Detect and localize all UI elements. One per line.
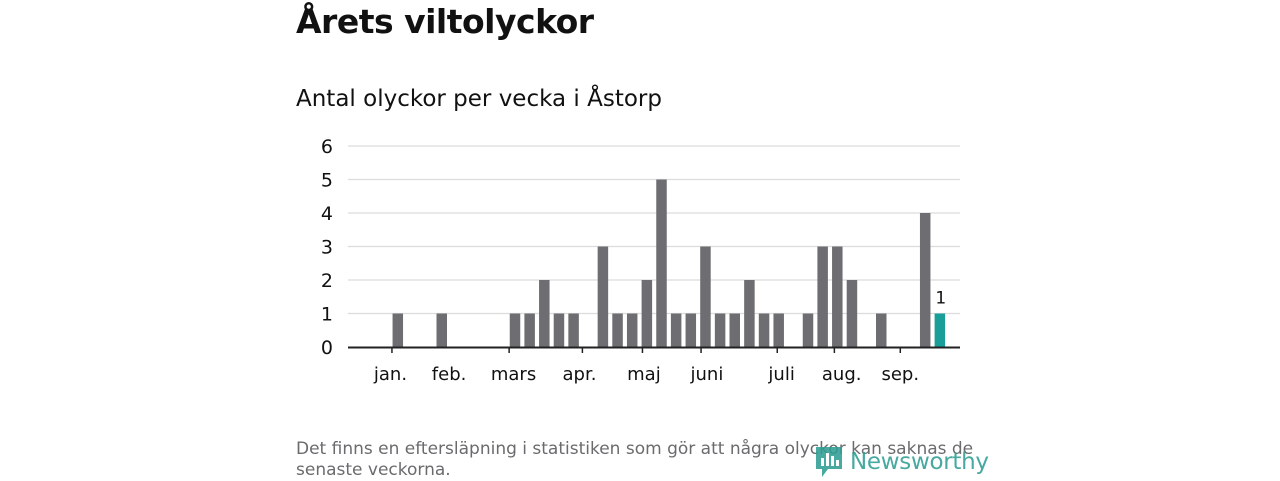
bar [802,313,814,347]
data-label: 1 [935,289,946,309]
bar [392,313,404,347]
bar [524,313,535,347]
bar-highlight [934,313,946,347]
bar [597,246,609,347]
bar [641,280,653,347]
y-tick-label: 3 [321,237,333,259]
bar [509,313,521,347]
bar [714,313,726,347]
bar [846,280,858,347]
newsworthy-logo-icon [816,447,842,477]
bar [553,313,565,347]
bar [729,313,740,347]
bar [817,246,828,347]
bar [758,313,770,347]
x-tick-label: feb. [432,364,467,385]
y-tick-label: 6 [321,136,333,158]
bar-chart: 0 1 2 3 4 5 6 1 jan. feb. mars apr. maj juni juli aug. s… [321,136,960,385]
bar [436,313,447,347]
x-tick-label: jan. [373,364,407,385]
footnote: Det finns en eftersläpning i statistiken… [296,439,974,480]
bar [685,313,697,347]
y-tick-label: 5 [321,170,333,192]
bar [568,313,579,347]
chart-subtitle: Antal olyckor per vecka i Åstorp [296,86,662,112]
x-tick-label: aug. [822,364,862,385]
bar [656,179,667,347]
newsworthy-logo-text: Newsworthy [850,449,989,475]
newsworthy-logo: Newsworthy [814,445,989,479]
x-tick-label: apr. [562,364,596,385]
bar [876,313,887,347]
bar [670,313,682,347]
x-tick-label: maj [627,364,661,385]
x-tick-label: juni [690,364,724,385]
page-title: Årets viltolyckor [296,2,594,41]
bar [700,246,711,347]
x-tick-label: sep. [881,364,919,385]
y-tick-label: 4 [321,203,333,225]
y-tick-label: 0 [321,337,333,359]
bar [744,280,755,347]
bar [773,313,784,347]
x-tick-label: juli [767,364,794,385]
bar [612,313,623,347]
x-tick-label: mars [491,364,536,385]
bar [539,280,550,347]
y-tick-label: 1 [321,304,333,326]
bar [919,213,931,347]
bar [832,246,843,347]
y-tick-label: 2 [321,270,333,292]
bar [626,313,638,347]
